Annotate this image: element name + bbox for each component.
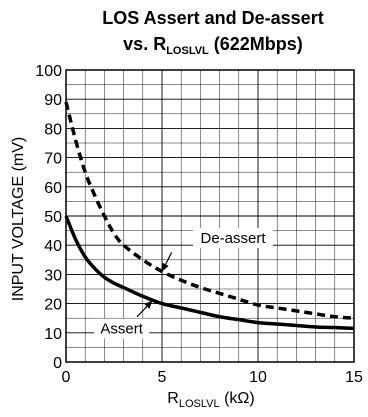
annotation-de-assert-label-bg xyxy=(193,227,273,248)
x-tick-label: 5 xyxy=(158,369,167,386)
y-tick-label: 90 xyxy=(44,92,62,109)
y-tick-label: 30 xyxy=(44,267,62,284)
plot-frame xyxy=(65,69,355,363)
y-tick-label: 20 xyxy=(44,297,62,314)
y-tick-label: 50 xyxy=(44,209,62,226)
series-line-de-assert xyxy=(64,101,355,320)
y-tick-label: 10 xyxy=(44,326,62,343)
y-axis-label: INPUT VOLTAGE (mV) xyxy=(10,137,27,301)
y-tick-label: 80 xyxy=(44,121,62,138)
chart-title-line2: vs. RLOSLVL (622Mbps) xyxy=(123,34,303,57)
y-tick-label: 70 xyxy=(44,151,62,168)
series-lines xyxy=(64,101,355,331)
y-tick-label: 0 xyxy=(53,355,62,372)
x-tick-label: 0 xyxy=(62,369,71,386)
y-tick-label: 60 xyxy=(44,180,62,197)
x-tick-labels: 0 5 10 15 xyxy=(62,369,363,386)
chart-title-main: vs. R xyxy=(123,34,166,54)
annotation-de-assert-arrow-head xyxy=(162,262,169,272)
x-tick-label: 10 xyxy=(249,369,267,386)
x-axis-label-sub: LOSLVL xyxy=(179,398,220,410)
x-axis-label: RLOSLVL (kΩ) xyxy=(167,390,254,410)
x-axis-label-main: R xyxy=(167,390,179,407)
annotation-assert-label: Assert xyxy=(100,320,143,337)
y-tick-label: 40 xyxy=(44,238,62,255)
annotation-de-assert-label: De-assert xyxy=(201,230,267,247)
annotation-assert-arrow-head xyxy=(144,300,153,309)
x-tick-label: 15 xyxy=(345,369,363,386)
y-tick-labels: 0 10 20 30 40 50 60 70 80 90 100 xyxy=(35,63,62,372)
chart-title-sub: LOSLVL xyxy=(166,45,209,57)
annotations: De-assert Assert xyxy=(94,227,273,339)
grid xyxy=(65,69,355,363)
annotation-assert-label-bg xyxy=(94,318,150,339)
chart-title-tail: (622Mbps) xyxy=(209,34,303,54)
series-line-assert xyxy=(64,215,355,331)
x-axis-label-tail: (kΩ) xyxy=(220,390,255,407)
chart-title-line1: LOS Assert and De-assert xyxy=(102,8,323,28)
y-tick-label: 100 xyxy=(35,63,62,80)
